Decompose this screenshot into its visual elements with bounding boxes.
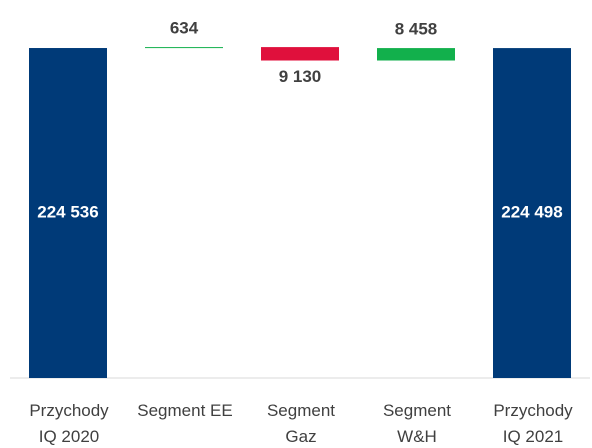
value-label: 634 — [170, 19, 199, 38]
bar — [377, 48, 455, 61]
x-tick-label: Segment EE — [137, 401, 233, 420]
bar — [493, 48, 571, 378]
value-label: 9 130 — [279, 67, 322, 86]
x-tick-label: Przychody IQ 2020 — [29, 401, 109, 446]
bar — [145, 47, 223, 49]
value-label: 8 458 — [395, 20, 438, 39]
bar — [261, 47, 339, 61]
x-tick-label: Przychody IQ 2021 — [493, 401, 573, 446]
x-tick-label: Segment W&H — [382, 401, 452, 446]
x-tick-label: Segment Gaz — [266, 401, 336, 446]
value-label: 224 536 — [37, 202, 98, 221]
value-label: 224 498 — [501, 203, 562, 222]
bar — [29, 48, 107, 378]
